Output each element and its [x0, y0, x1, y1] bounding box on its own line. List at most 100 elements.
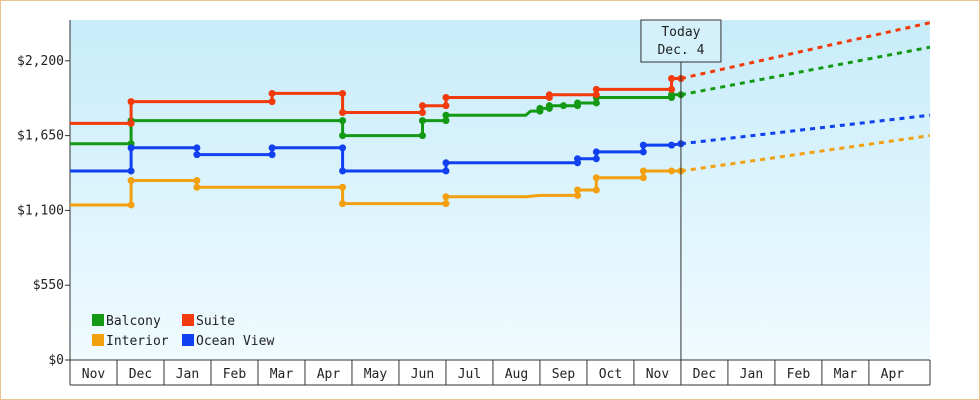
- month-label: Apr: [881, 367, 905, 382]
- data-point: [442, 102, 450, 110]
- data-point: [545, 91, 553, 99]
- month-label: Aug: [505, 367, 528, 382]
- data-point: [574, 186, 582, 194]
- data-point: [193, 144, 201, 152]
- data-point: [574, 99, 582, 107]
- data-point: [442, 111, 450, 119]
- data-point: [268, 144, 276, 152]
- month-label: May: [364, 367, 388, 382]
- data-point: [559, 102, 567, 110]
- data-point: [127, 167, 135, 175]
- legend-item-interior: Interior: [92, 334, 169, 349]
- data-point: [574, 155, 582, 163]
- data-point: [668, 141, 676, 149]
- series-layer: [70, 21, 931, 209]
- data-point: [339, 108, 347, 116]
- data-point: [442, 200, 450, 208]
- data-point: [592, 174, 600, 182]
- y-tick-label: $550: [33, 278, 64, 293]
- data-point: [339, 167, 347, 175]
- legend-swatch: [182, 334, 194, 346]
- data-point: [442, 94, 450, 102]
- data-point: [268, 98, 276, 106]
- data-point: [127, 98, 135, 106]
- legend-label: Interior: [106, 334, 169, 349]
- legend-swatch: [92, 314, 104, 326]
- data-point: [592, 85, 600, 93]
- month-label: Jan: [740, 367, 763, 382]
- data-point: [545, 102, 553, 110]
- legend-label: Balcony: [106, 314, 161, 329]
- y-tick-label: $1,100: [17, 203, 64, 218]
- month-label: Jan: [176, 367, 199, 382]
- data-point: [442, 167, 450, 175]
- data-point: [639, 148, 647, 156]
- month-label: Nov: [82, 367, 106, 382]
- month-label: Dec: [693, 367, 716, 382]
- y-tick-label: $1,650: [17, 129, 64, 144]
- data-point: [639, 141, 647, 149]
- today-label-line1: Today: [661, 25, 700, 40]
- month-label: Sep: [552, 367, 576, 382]
- today-label-date: Dec. 4: [657, 43, 704, 58]
- data-point: [668, 91, 676, 99]
- data-point: [339, 132, 347, 140]
- month-label: Feb: [787, 367, 811, 382]
- legend-swatch: [182, 314, 194, 326]
- today-box: [640, 19, 722, 63]
- legend: Balcony Suite Interior Ocean View: [92, 314, 274, 349]
- data-point: [127, 144, 135, 152]
- data-point: [592, 91, 600, 99]
- data-point: [442, 117, 450, 125]
- data-point: [127, 119, 135, 127]
- data-point: [639, 174, 647, 182]
- series-ocean-view: [70, 113, 931, 175]
- month-label: Jun: [411, 367, 434, 382]
- data-point: [418, 102, 426, 110]
- month-label: Oct: [599, 367, 622, 382]
- data-point: [592, 148, 600, 156]
- data-point: [442, 193, 450, 201]
- data-point: [668, 74, 676, 82]
- legend-swatch: [92, 334, 104, 346]
- plot-background: [70, 20, 930, 360]
- month-label: Feb: [223, 367, 247, 382]
- data-point: [193, 183, 201, 191]
- month-label: Apr: [317, 367, 341, 382]
- data-point: [418, 132, 426, 140]
- data-point: [536, 104, 544, 112]
- projection-line: [680, 113, 931, 146]
- legend-item-balcony: Balcony: [92, 314, 161, 329]
- legend-item-suite: Suite: [182, 314, 235, 329]
- data-point: [418, 117, 426, 125]
- data-point: [339, 183, 347, 191]
- y-tick-label: $2,200: [17, 54, 64, 69]
- legend-item-ocean-view: Ocean View: [182, 334, 274, 349]
- month-label: Nov: [646, 367, 670, 382]
- y-tick-label: $0: [48, 353, 64, 368]
- projection-line: [680, 134, 931, 173]
- series-interior: [70, 134, 931, 209]
- month-label: Mar: [270, 367, 294, 382]
- plot-area: [70, 20, 930, 360]
- projection-line: [680, 21, 931, 80]
- data-point: [418, 108, 426, 116]
- data-point: [193, 151, 201, 159]
- data-point: [668, 85, 676, 93]
- month-label: Dec: [129, 367, 152, 382]
- today-marker: Today Dec. 4: [640, 19, 722, 360]
- data-point: [268, 89, 276, 97]
- x-axis: Nov Dec Jan Feb Mar Apr May Jun Jul Aug Sep Oct Nov D…: [69, 359, 931, 386]
- legend-label: Suite: [196, 314, 235, 329]
- projection-line: [680, 45, 931, 97]
- data-point: [339, 117, 347, 125]
- data-point: [193, 176, 201, 184]
- data-point: [339, 144, 347, 152]
- data-point: [639, 167, 647, 175]
- data-point: [592, 186, 600, 194]
- data-point: [668, 167, 676, 175]
- data-point: [127, 176, 135, 184]
- data-point: [574, 191, 582, 199]
- data-point: [127, 201, 135, 209]
